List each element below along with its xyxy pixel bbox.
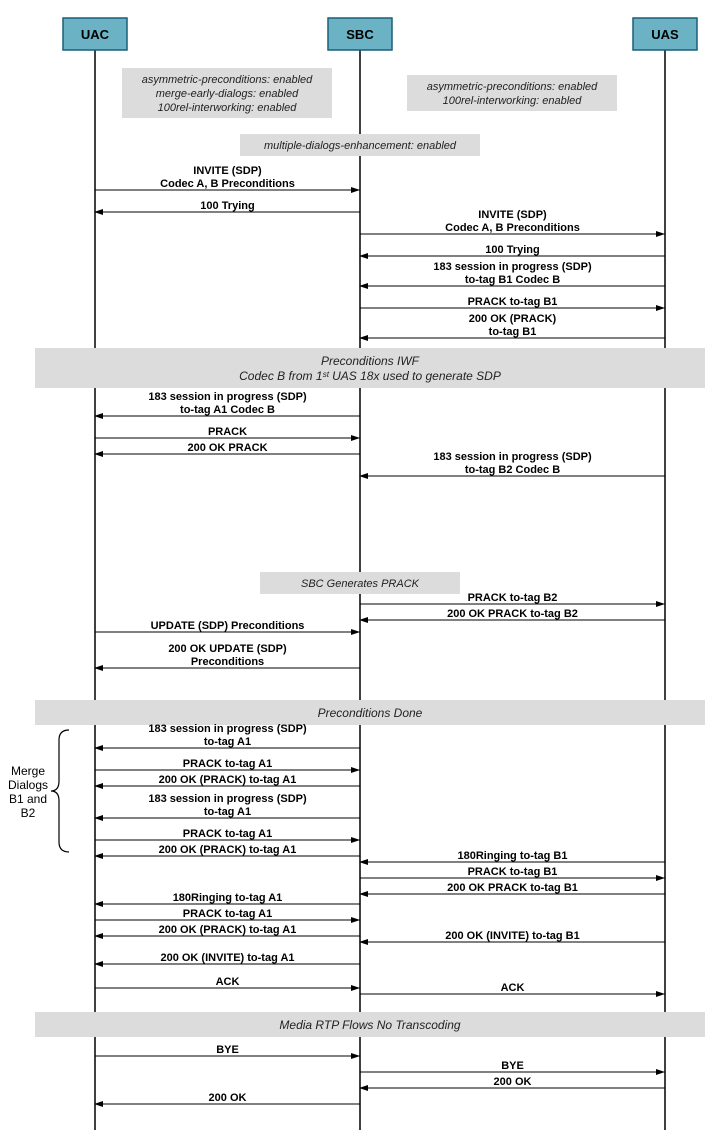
msg-text-4-0: 183 session in progress (SDP)	[433, 261, 592, 273]
msg-text-4-1: to-tag B1 Codec B	[465, 274, 560, 286]
msg-text-5-0: PRACK to-tag B1	[468, 296, 558, 308]
msg-text-3-0: 100 Trying	[485, 244, 539, 256]
msg-text-23-0: 200 OK PRACK to-tag B1	[447, 882, 578, 894]
msg-text-21-0: 180Ringing to-tag B1	[457, 850, 567, 862]
msg-text-18-1: to-tag A1	[204, 806, 251, 818]
actor-label-uac: UAC	[81, 27, 110, 42]
msg-text-6-0: 200 OK (PRACK)	[469, 313, 557, 325]
msg-text-25-0: PRACK to-tag A1	[183, 908, 272, 920]
msg-text-19-0: PRACK to-tag A1	[183, 828, 272, 840]
msg-text-33-0: 200 OK	[494, 1076, 532, 1088]
brace-label-1: Dialogs	[8, 778, 48, 792]
msg-text-6-1: to-tag B1	[489, 326, 537, 338]
brace-label-0: Merge	[11, 764, 45, 778]
banner-text-2-0: Media RTP Flows No Transcoding	[279, 1018, 461, 1032]
msg-text-15-1: to-tag A1	[204, 736, 251, 748]
note-text-0-2: 100rel-interworking: enabled	[158, 102, 298, 114]
msg-text-14-0: 200 OK UPDATE (SDP)	[168, 643, 287, 655]
actor-label-uas: UAS	[651, 27, 679, 42]
msg-text-31-0: BYE	[216, 1044, 239, 1056]
msg-text-20-0: 200 OK (PRACK) to-tag A1	[159, 844, 297, 856]
msg-text-15-0: 183 session in progress (SDP)	[148, 723, 307, 735]
msg-text-18-0: 183 session in progress (SDP)	[148, 793, 307, 805]
msg-text-10-1: to-tag B2 Codec B	[465, 464, 560, 476]
msg-text-30-0: ACK	[501, 982, 525, 994]
msg-text-28-0: 200 OK (INVITE) to-tag A1	[160, 952, 294, 964]
msg-text-32-0: BYE	[501, 1060, 524, 1072]
msg-text-0-0: INVITE (SDP)	[193, 165, 262, 177]
banner-text-0-1: Codec B from 1ˢᵗ UAS 18x used to generat…	[239, 369, 501, 383]
msg-text-7-0: 183 session in progress (SDP)	[148, 391, 307, 403]
msg-text-7-1: to-tag A1 Codec B	[180, 404, 275, 416]
actor-label-sbc: SBC	[346, 27, 374, 42]
msg-text-24-0: 180Ringing to-tag A1	[173, 892, 283, 904]
msg-text-13-0: UPDATE (SDP) Preconditions	[151, 620, 305, 632]
msg-text-10-0: 183 session in progress (SDP)	[433, 451, 592, 463]
note-text-3-0: SBC Generates PRACK	[301, 578, 420, 590]
msg-text-8-0: PRACK	[208, 426, 247, 438]
note-text-1-1: 100rel-interworking: enabled	[443, 95, 583, 107]
msg-text-17-0: 200 OK (PRACK) to-tag A1	[159, 774, 297, 786]
msg-text-22-0: PRACK to-tag B1	[468, 866, 558, 878]
msg-text-34-0: 200 OK	[209, 1092, 247, 1104]
msg-text-16-0: PRACK to-tag A1	[183, 758, 272, 770]
msg-text-0-1: Codec A, B Preconditions	[160, 178, 295, 190]
msg-text-2-1: Codec A, B Preconditions	[445, 222, 580, 234]
msg-text-26-0: 200 OK (PRACK) to-tag A1	[159, 924, 297, 936]
note-text-1-0: asymmetric-preconditions: enabled	[427, 81, 598, 93]
banner-text-1-0: Preconditions Done	[318, 706, 423, 720]
sequence-diagram: UAC SBC UAS asymmetric-preconditions: enabl…	[0, 0, 722, 1140]
msg-text-27-0: 200 OK (INVITE) to-tag B1	[445, 930, 579, 942]
msg-text-29-0: ACK	[216, 976, 240, 988]
msg-text-14-1: Preconditions	[191, 656, 264, 668]
msg-text-12-0: 200 OK PRACK to-tag B2	[447, 608, 578, 620]
banner-text-0-0: Preconditions IWF	[321, 354, 420, 368]
msg-text-1-0: 100 Trying	[200, 200, 254, 212]
msg-text-2-0: INVITE (SDP)	[478, 209, 547, 221]
note-text-0-1: merge-early-dialogs: enabled	[156, 88, 299, 100]
msg-text-11-0: PRACK to-tag B2	[468, 592, 558, 604]
msg-text-9-0: 200 OK PRACK	[187, 442, 267, 454]
note-text-0-0: asymmetric-preconditions: enabled	[142, 74, 313, 86]
note-text-2-0: multiple-dialogs-enhancement: enabled	[264, 140, 457, 152]
brace-label-2: B1 and	[9, 792, 47, 806]
brace-label-3: B2	[21, 806, 36, 820]
merge-brace	[51, 730, 69, 852]
